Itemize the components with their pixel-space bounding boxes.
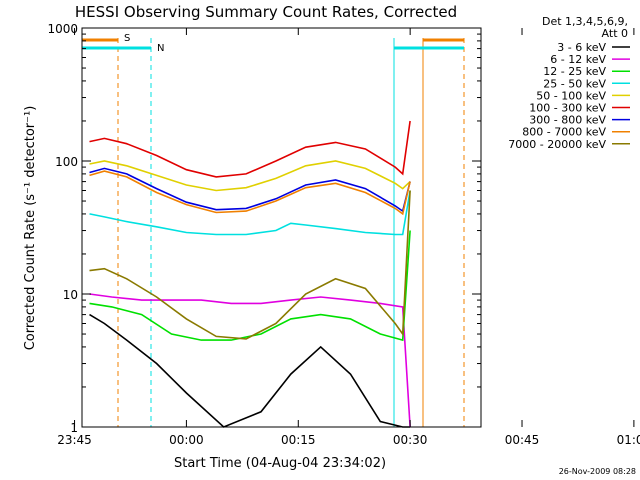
legend-label-7: 800 - 7000 keV [522,126,606,139]
y-tick-label-2: 100 [55,155,78,169]
y-tick-label-0: 1 [70,421,78,435]
series-line-7 [89,170,411,216]
legend-label-3: 25 - 50 keV [543,77,606,90]
series-line-0 [89,313,411,428]
x-tick-label-1: 00:00 [169,433,204,447]
night-marker-label: N [157,43,164,54]
y-axis-label: Corrected Count Rate (s⁻¹ detector⁻¹) [23,106,38,351]
saa-marker-label: S [124,33,130,44]
y-tick-label-3: 1000 [47,22,78,36]
legend-header-line2: Att 0 [602,27,628,40]
x-tick-label-2: 00:15 [281,433,316,447]
legend-label-0: 3 - 6 keV [557,41,606,54]
legend-label-1: 6 - 12 keV [550,53,606,66]
legend-label-4: 50 - 100 keV [536,89,606,102]
series-line-1 [89,293,411,428]
series-line-3 [89,190,411,236]
y-tick-label-1: 10 [63,288,78,302]
timestamp: 26-Nov-2009 08:28 [559,467,636,476]
series-line-4 [89,160,411,192]
series-line-6 [89,167,411,213]
legend-label-2: 12 - 25 keV [543,65,606,78]
chart-title: HESSI Observing Summary Count Rates, Cor… [75,3,457,21]
series-line-8 [89,190,411,340]
x-tick-label-5: 01:00 [617,433,640,447]
x-axis-label: Start Time (04-Aug-04 23:34:02) [174,456,386,471]
x-tick-label-3: 00:30 [393,433,428,447]
legend-label-5: 100 - 300 keV [529,102,606,115]
x-tick-label-4: 00:45 [505,433,540,447]
legend-header-line1: Det 1,3,4,5,6,9, [542,15,628,28]
legend-label-8: 7000 - 20000 keV [508,138,606,151]
series-line-5 [89,120,411,178]
x-tick-label-0: 23:45 [57,433,92,447]
axis-ticks: 23:45 00:00 00:15 00:30 00:45 01:00 1 10 100 1000 [47,22,640,447]
series-line-2 [89,230,411,342]
legend-label-6: 300 - 800 keV [529,114,606,127]
plot-area: SN [82,33,465,428]
plot-frame [81,27,482,428]
